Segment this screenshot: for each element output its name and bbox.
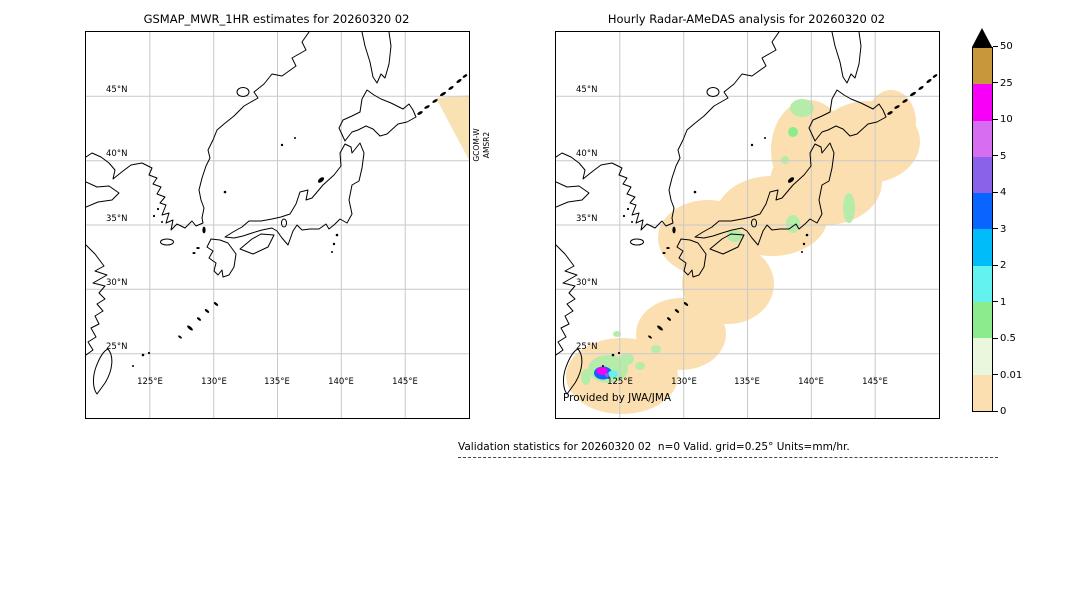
- colorbar-segment: [973, 84, 992, 121]
- right-map-canvas: [556, 32, 939, 418]
- lon-tick-140e: 140°E: [328, 377, 354, 387]
- colorbar-tick-10: 10: [993, 114, 1013, 126]
- lat-tick-35n: 35°N: [576, 214, 598, 224]
- colorbar-tick-3: 3: [993, 224, 1006, 236]
- lon-tick-125e: 125°E: [137, 377, 163, 387]
- colorbar-segment: [973, 120, 992, 157]
- colorbar-segment: [973, 302, 992, 339]
- colorbar-segment: [973, 265, 992, 303]
- swath-sensor-label: GCOM-W AMSR2: [472, 115, 492, 175]
- cell-purple: [604, 373, 610, 377]
- swath-sensor-label-line2: AMSR2: [481, 131, 491, 159]
- colorbar-tick-50: 50: [993, 41, 1013, 53]
- cell-cyan: [608, 370, 618, 378]
- colorbar-segment: [973, 156, 992, 194]
- lat-tick-30n: 30°N: [576, 278, 598, 288]
- colorbar-tick-0-5: 0.5: [993, 333, 1016, 345]
- colorbar-tick-0: 0: [993, 406, 1006, 418]
- lon-tick-125e: 125°E: [607, 377, 633, 387]
- lat-tick-40n: 40°N: [106, 149, 128, 159]
- colorbar-tick-2: 2: [993, 260, 1006, 272]
- colorbar-tick-1: 1: [993, 297, 1006, 309]
- validation-caption: Validation statistics for 20260320 02 n=…: [458, 441, 998, 458]
- lon-tick-140e: 140°E: [798, 377, 824, 387]
- colorbar-segment: [973, 48, 992, 85]
- colorbar-tick-5: 5: [993, 151, 1006, 163]
- colorbar-segment: [973, 338, 992, 375]
- lat-tick-45n: 45°N: [106, 85, 128, 95]
- right-map-panel: 45°N 40°N 35°N 30°N 25°N 125°E 130°E 135…: [555, 31, 940, 419]
- lat-tick-40n: 40°N: [576, 149, 598, 159]
- lat-tick-45n: 45°N: [576, 85, 598, 95]
- colorbar-segment: [973, 374, 992, 411]
- colorbar: [972, 47, 993, 412]
- colorbar-overflow-arrow: [972, 28, 992, 47]
- lon-tick-130e: 130°E: [671, 377, 697, 387]
- data-credit: Provided by JWA/JMA: [563, 392, 672, 404]
- left-panel-title: GSMAP_MWR_1HR estimates for 20260320 02: [143, 12, 410, 26]
- amsr2-swath-area: [436, 95, 469, 160]
- left-map-panel: 45°N 40°N 35°N 30°N 25°N 125°E 130°E 135…: [85, 31, 470, 419]
- lon-tick-130e: 130°E: [201, 377, 227, 387]
- cell-core-magenta: [596, 367, 608, 375]
- swath-sensor-label-line1: GCOM-W: [472, 128, 481, 162]
- left-map-canvas: [86, 32, 469, 418]
- lat-tick-25n: 25°N: [576, 342, 598, 352]
- precip-light-patches: [581, 99, 855, 385]
- lon-tick-135e: 135°E: [734, 377, 760, 387]
- right-panel-title: Hourly Radar-AMeDAS analysis for 2026032…: [607, 12, 886, 26]
- lat-tick-25n: 25°N: [106, 342, 128, 352]
- lon-tick-145e: 145°E: [862, 377, 888, 387]
- lat-tick-35n: 35°N: [106, 214, 128, 224]
- colorbar-tick-0-01: 0.01: [993, 370, 1022, 382]
- precip-moderate-patch: [788, 127, 798, 137]
- intense-rain-cell: [594, 366, 618, 380]
- colorbar-tick-25: 25: [993, 78, 1013, 90]
- colorbar-tick-4: 4: [993, 187, 1006, 199]
- colorbar-segment: [973, 193, 992, 230]
- lat-tick-30n: 30°N: [106, 278, 128, 288]
- colorbar-segment: [973, 229, 992, 266]
- lon-tick-135e: 135°E: [264, 377, 290, 387]
- lon-tick-145e: 145°E: [392, 377, 418, 387]
